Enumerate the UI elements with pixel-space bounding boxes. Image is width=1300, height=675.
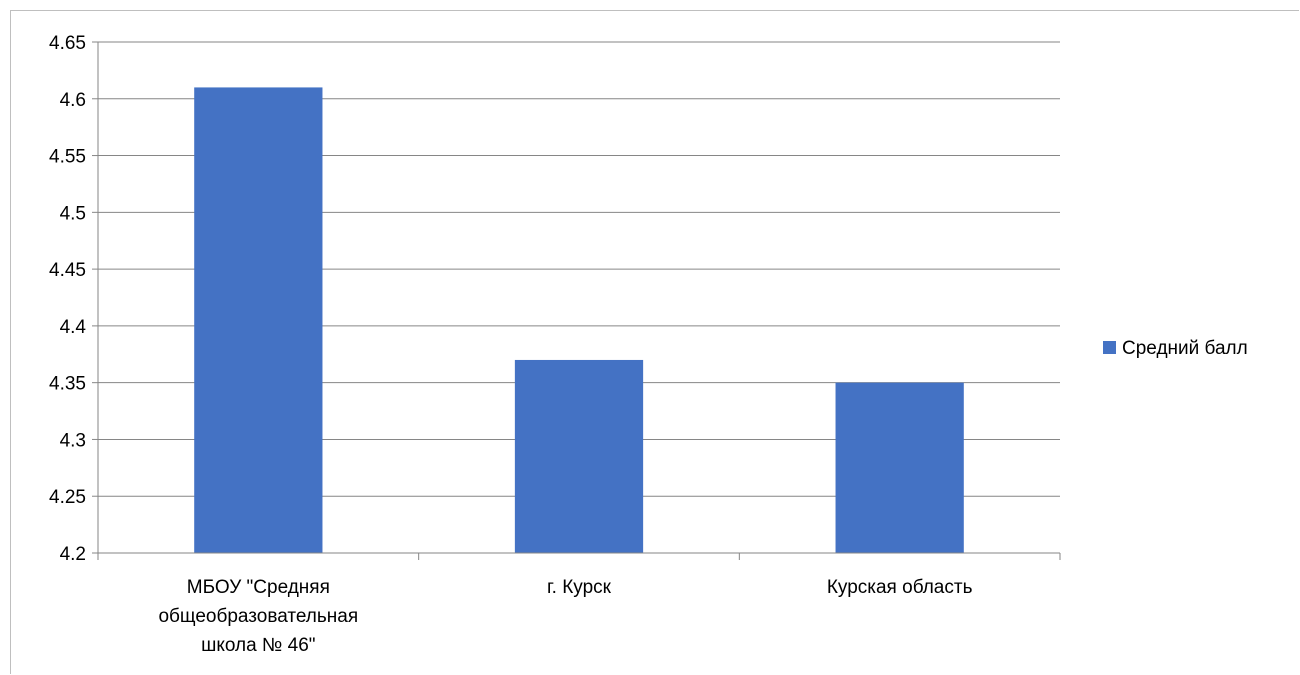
y-tick-label: 4.6 xyxy=(60,90,86,111)
y-tick-label: 4.2 xyxy=(60,544,86,565)
x-category-label: г. Курск xyxy=(547,577,612,598)
y-tick-label: 4.55 xyxy=(49,147,86,168)
y-tick-labels: 4.2 4.25 4.3 4.35 4.4 4.45 4.5 4.55 4.6 4.65 xyxy=(49,33,86,565)
y-tick-label: 4.5 xyxy=(60,203,86,224)
bars xyxy=(194,87,964,553)
legend: Средний балл xyxy=(1103,338,1248,359)
y-tick-label: 4.65 xyxy=(49,33,86,54)
axes xyxy=(92,41,1061,560)
x-category-labels: МБОУ "Средняя общеобразовательная школа № … xyxy=(158,577,972,656)
y-tick-label: 4.4 xyxy=(60,317,87,338)
bar xyxy=(835,382,964,553)
x-category-label: Курская область xyxy=(827,577,973,598)
legend-swatch xyxy=(1103,341,1116,354)
bar xyxy=(194,87,323,553)
x-category-label: школа № 46" xyxy=(201,635,315,656)
y-tick-label: 4.25 xyxy=(49,487,86,508)
y-tick-label: 4.3 xyxy=(60,430,86,451)
x-category-label: общеобразовательная xyxy=(158,606,358,627)
y-tick-label: 4.35 xyxy=(49,374,86,395)
x-category-label: МБОУ "Средняя xyxy=(187,577,330,598)
y-tick-label: 4.45 xyxy=(49,260,86,281)
legend-label: Средний балл xyxy=(1122,338,1248,359)
bar xyxy=(514,359,644,553)
chart-frame xyxy=(10,10,1299,674)
